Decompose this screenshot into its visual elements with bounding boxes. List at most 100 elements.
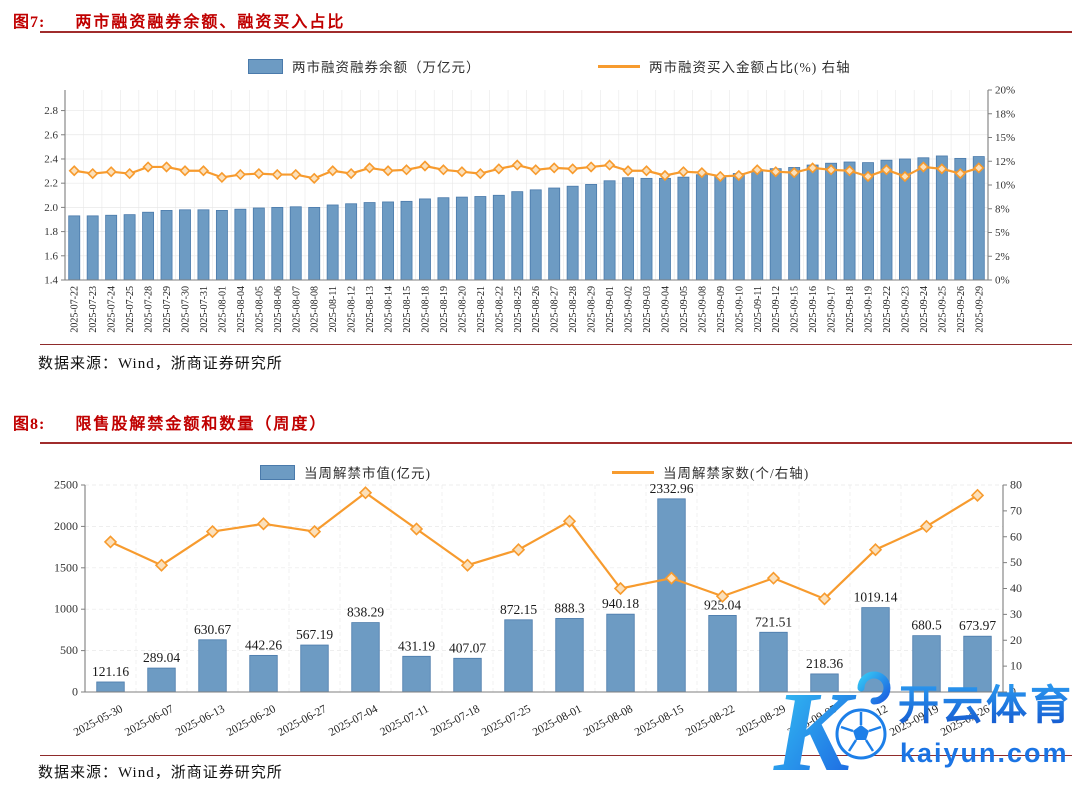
bar-value-label: 838.29 (347, 605, 384, 620)
bar (308, 206, 321, 281)
bar (751, 170, 764, 281)
bar-value-label: 442.26 (245, 637, 282, 652)
right-axis-label: 2% (995, 251, 1010, 263)
left-axis-label: 1.6 (44, 250, 58, 262)
bar-value-label: 2332.96 (650, 481, 694, 496)
bar (810, 673, 839, 693)
bar (123, 214, 136, 281)
bar (511, 191, 524, 281)
bar (843, 161, 856, 281)
bar-value-label: 940.18 (602, 596, 639, 611)
left-axis-label: 2.4 (44, 153, 58, 165)
bar-legend-swatch (248, 58, 283, 74)
x-axis-label: 2025-08-26 (531, 286, 542, 333)
right-axis-label: 0 (1010, 685, 1016, 699)
bar (147, 667, 176, 693)
line-marker (474, 167, 486, 180)
line-marker (363, 162, 376, 174)
left-axis-label: 2.2 (44, 178, 58, 190)
bar (455, 196, 468, 281)
x-axis-label: 2025-08-19 (439, 286, 450, 333)
x-axis-label: 2025-07-29 (162, 286, 173, 333)
line-marker (308, 172, 320, 184)
margin-balance-chart: 1.4 1.6 1.8 2.0 2.2 2.4 2.6 2.8 0% 2% 5% 8% 10% 12% 15… (44, 85, 1015, 333)
x-axis-label: 2025-09-23 (900, 286, 911, 333)
left-axis-label: 2.0 (44, 202, 58, 214)
x-axis-label: 2025-09-26 (939, 703, 992, 739)
bar (657, 498, 686, 693)
line-marker (87, 167, 99, 180)
x-axis-label: 2025-08-06 (273, 286, 284, 333)
x-axis-label: 2025-09-15 (790, 286, 801, 333)
x-axis-label: 2025-07-11 (378, 703, 431, 739)
bar (345, 203, 358, 281)
bar-value-label: 673.97 (959, 618, 996, 633)
x-axis-label: 2025-09-22 (882, 286, 893, 333)
line-marker (460, 558, 475, 572)
bar (972, 156, 985, 281)
bar (659, 177, 671, 281)
line-marker (409, 522, 424, 536)
left-axis-label: 1.4 (44, 275, 58, 287)
bar (474, 196, 487, 281)
right-axis-label: 80 (1010, 478, 1022, 492)
bar (86, 215, 99, 281)
bar-value-label: 925.04 (704, 597, 741, 612)
x-axis-label: 2025-09-25 (937, 286, 948, 333)
line-series (110, 491, 979, 600)
line-marker (456, 166, 468, 178)
left-axis-label: 500 (60, 643, 78, 657)
x-axis-label: 2025-08-20 (457, 286, 468, 333)
line-marker (788, 167, 800, 179)
x-axis-label: 2025-07-23 (88, 286, 99, 333)
x-axis-label: 2025-09-05 (786, 703, 839, 739)
line-marker (817, 592, 832, 606)
line-marker (970, 488, 985, 502)
bar (68, 215, 81, 281)
line-marker (613, 581, 628, 596)
bar-value-label: 872.15 (500, 602, 537, 617)
line-marker (640, 165, 653, 177)
bar (825, 162, 838, 281)
line-marker (751, 164, 763, 176)
line-marker (677, 166, 690, 178)
bar (714, 175, 727, 281)
line-legend-swatch (612, 470, 654, 474)
line-marker (271, 168, 283, 181)
x-axis-label: 2025-09-24 (919, 286, 930, 333)
x-axis-label: 2025-08-05 (254, 286, 265, 333)
bar (363, 202, 376, 281)
right-axis-label: 20% (995, 85, 1015, 97)
line-legend-swatch (598, 64, 640, 68)
right-axis-label: 5% (995, 227, 1010, 239)
line-marker (603, 159, 616, 171)
bar (695, 174, 708, 281)
bar (606, 613, 635, 693)
x-axis-label: 2025-05-30 (72, 703, 125, 739)
right-axis-label: 12% (995, 156, 1015, 168)
figure7-bottom-rule (40, 344, 1072, 345)
line-marker (105, 166, 117, 178)
bar (759, 631, 788, 693)
line-marker (862, 170, 874, 183)
bar (861, 607, 890, 693)
x-axis-label: 2025-09-19 (888, 703, 941, 739)
x-axis-label: 2025-07-25 (480, 703, 533, 739)
line-marker (733, 169, 745, 182)
line-marker (659, 169, 671, 182)
bar-value-label: 1019.14 (854, 590, 898, 605)
line-marker (714, 170, 726, 183)
line-marker (622, 165, 634, 177)
bar (453, 657, 482, 693)
figure8-title-row: 图8: 限售股解禁金额和数量（周度） (13, 410, 327, 434)
bar (142, 211, 155, 281)
figure8-title-rule (40, 442, 1072, 444)
right-axis-label: 8% (995, 203, 1010, 215)
x-axis-label: 2025-09-02 (624, 286, 635, 333)
x-axis-label: 2025-06-20 (225, 703, 278, 739)
x-axis-label: 2025-06-13 (174, 703, 227, 739)
bar (402, 655, 431, 693)
x-axis-label: 2025-09-08 (697, 286, 708, 333)
x-axis-label: 2025-08-13 (365, 286, 376, 333)
